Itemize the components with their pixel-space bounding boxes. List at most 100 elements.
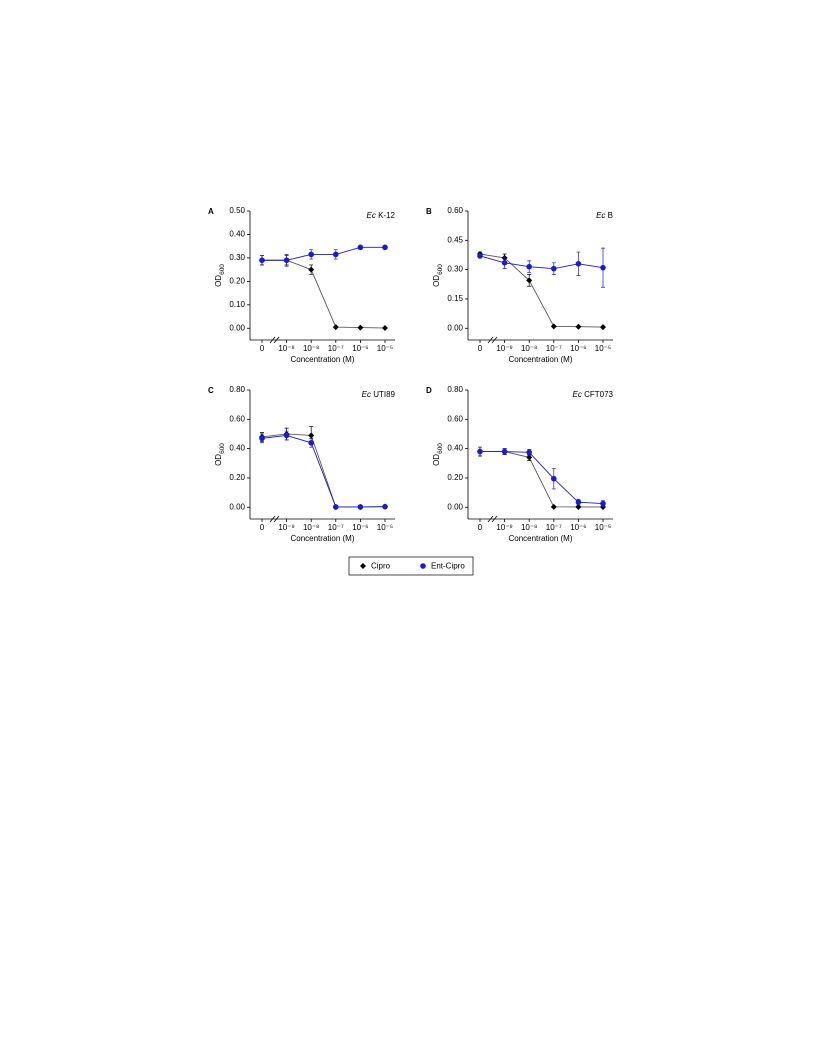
marker [526,449,532,456]
strain-name: CFT073 [584,390,613,399]
axis-break [491,515,498,523]
y-tick-label: 0.20 [229,276,245,285]
x-tick-label: 10⁻⁷ [328,523,344,532]
y-axis-label-main: OD [432,275,441,287]
axis-break [269,336,276,344]
x-tick-label: 0 [478,523,483,532]
panel-title: Ec B [596,211,613,220]
x-tick-label: 0 [478,344,483,353]
x-tick-label: 10⁻⁶ [570,523,586,532]
series-line: Ent-Cipro [479,255,604,270]
marker [259,435,265,442]
y-tick-label: 0.60 [229,414,245,423]
x-tick-label: 10⁻⁵ [377,344,393,353]
panel-letter: B [426,207,432,216]
y-tick-label: 0.00 [447,323,463,332]
marker [382,325,388,332]
y-tick-label: 0.45 [447,235,463,244]
marker [382,503,388,510]
marker [382,244,388,251]
marker [551,265,557,272]
x-tick-label: 10⁻⁶ [570,344,586,353]
marker [600,324,606,331]
panel: 0.00 0.15 0.30 0.45 0.60 0 10⁻⁹ 10⁻⁸ 10⁻⁷ 10⁻⁶ 10⁻… [426,206,613,364]
x-tick-label: 10⁻⁵ [377,523,393,532]
x-tick-label: 10⁻⁹ [278,344,295,353]
y-axis-label: OD600 [214,264,226,287]
axis-break [487,336,494,344]
strain-prefix: Ec [362,390,371,399]
x-tick-label: 0 [260,523,265,532]
x-axis-label: Concentration (M) [290,355,354,364]
y-axis-label-main: OD [214,275,223,287]
marker [259,257,265,264]
y-axis-label-sub: 600 [219,264,226,275]
x-tick-label: 10⁻⁷ [546,344,562,353]
axis-break [273,336,280,344]
marker [477,448,483,455]
y-tick-label: 0.20 [447,473,463,482]
x-tick-label: 10⁻⁵ [595,523,611,532]
y-axis-label: OD600 [214,443,226,466]
marker [357,324,364,331]
x-tick-label: 10⁻⁸ [521,344,538,353]
x-tick-label: 10⁻⁹ [496,344,513,353]
y-axis-label-main: OD [432,454,441,466]
y-tick-label: 0.40 [229,230,245,239]
marker [501,259,508,266]
y-tick-label: 0.10 [229,300,245,309]
series-line [262,259,386,329]
marker [477,253,483,259]
strain-prefix: Ec [596,211,605,220]
marker [357,244,364,251]
y-axis-label-sub: 600 [437,443,444,454]
x-tick-label: 10⁻⁵ [595,344,611,353]
x-tick-label: 10⁻⁹ [496,523,513,532]
strain-name: K-12 [378,211,395,220]
series-line [262,246,385,261]
y-tick-label: 0.60 [447,414,463,423]
marker [600,500,606,507]
panel-title: Ec CFT073 [573,390,614,399]
legend-label: Ent-Cipro [431,562,465,571]
y-tick-label: 0.00 [229,323,245,332]
marker [551,475,557,482]
panel-title: Ec K-12 [367,211,396,220]
series-line: Cipro [479,253,604,328]
marker [333,504,339,510]
strain-prefix: Ec [367,211,376,220]
y-tick-label: 0.80 [447,385,463,394]
y-axis-label-sub: 600 [219,443,226,454]
legend: Cipro Ent-Cipro [348,556,474,576]
y-tick-label: 0.40 [447,444,463,453]
marker [360,563,366,569]
axis-break [273,515,280,523]
legend-box [348,556,474,576]
x-tick-label: 10⁻⁹ [278,523,295,532]
marker [308,432,315,439]
x-tick-label: 10⁻⁶ [352,523,368,532]
y-tick-label: 0.60 [447,206,463,215]
y-tick-label: 0.30 [447,265,463,274]
x-tick-label: 0 [260,344,265,353]
y-tick-label: 0.80 [229,385,245,394]
marker [550,323,557,330]
axis-break [269,515,276,523]
y-tick-label: 0.00 [447,502,463,511]
marker [283,257,290,264]
marker [575,323,582,330]
x-axis-label: Concentration (M) [290,534,354,543]
y-tick-label: 0.15 [447,294,463,303]
panel: 0.00 0.10 0.20 0.30 0.40 0.50 0 10⁻⁹ 10⁻⁸ 10⁻⁷ 10⁻… [208,206,396,364]
x-tick-label: 10⁻⁷ [328,344,344,353]
y-tick-label: 0.20 [229,473,245,482]
series-line: Cipro [480,451,603,508]
x-axis-label: Concentration (M) [508,355,572,364]
y-tick-label: 0.30 [229,253,245,262]
marker [308,266,315,273]
marker [575,503,582,510]
marker [357,504,364,510]
y-axis-label-main: OD [214,454,223,466]
